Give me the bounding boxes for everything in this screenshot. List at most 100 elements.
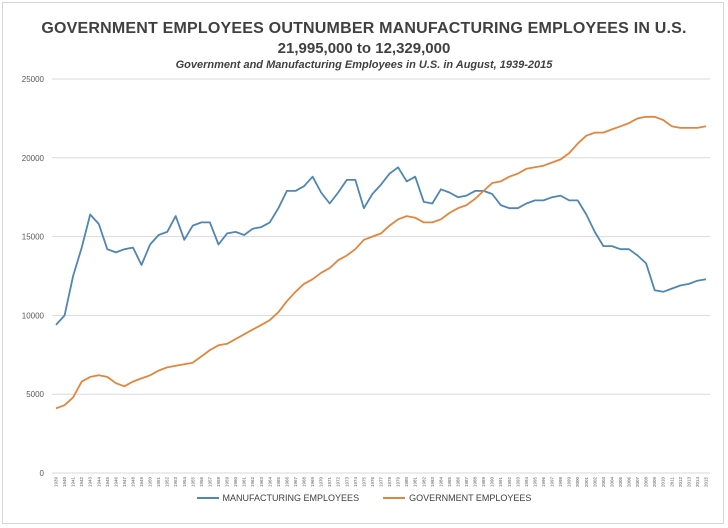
x-tick-label: 2003 — [601, 477, 606, 488]
series-line-manufacturing — [55, 166, 707, 326]
x-tick-label: 1979 — [396, 477, 401, 488]
x-tick-label: 2007 — [635, 477, 640, 488]
y-tick-label: 20000 — [22, 154, 45, 163]
x-tick-label: 1947 — [122, 477, 127, 488]
legend-item-government: GOVERNMENT EMPLOYEES — [383, 493, 531, 503]
x-tick-label: 2006 — [627, 477, 632, 488]
x-tick-label: 1950 — [148, 477, 153, 488]
x-tick-label: 1983 — [430, 477, 435, 488]
x-tick-label: 1978 — [387, 477, 392, 488]
legend-label-government: GOVERNMENT EMPLOYEES — [409, 493, 532, 503]
x-tick-label: 1958 — [216, 477, 221, 488]
x-tick-label: 1992 — [507, 477, 512, 488]
x-tick-label: 1997 — [550, 477, 555, 488]
x-tick-label: 1960 — [233, 477, 238, 488]
x-tick-label: 1952 — [165, 477, 170, 488]
x-tick-label: 1961 — [242, 477, 247, 488]
x-tick-label: 1969 — [310, 477, 315, 488]
x-tick-label: 1995 — [532, 477, 537, 488]
x-tick-label: 1988 — [473, 477, 478, 488]
x-tick-label: 1946 — [113, 477, 118, 488]
y-tick-label: 0 — [40, 469, 45, 478]
x-axis-ticks: 1939 1940 1941 1942 1943 1944 1945 1946 1947 1948… — [54, 477, 709, 488]
x-tick-label: 1941 — [71, 477, 76, 488]
x-tick-label: 2005 — [618, 477, 623, 488]
x-tick-label: 1985 — [447, 477, 452, 488]
x-tick-label: 1999 — [567, 477, 572, 488]
x-tick-label: 1967 — [293, 477, 298, 488]
legend-swatch-government — [383, 497, 406, 499]
y-tick-label: 25000 — [22, 75, 45, 84]
y-tick-label: 10000 — [22, 311, 45, 320]
x-tick-label: 1976 — [370, 477, 375, 488]
x-tick-label: 1982 — [421, 477, 426, 488]
x-tick-label: 2010 — [661, 477, 666, 488]
x-tick-label: 1963 — [259, 477, 264, 488]
chart-subtitle: 21,995,000 to 12,329,000 — [277, 40, 451, 57]
x-tick-label: 1955 — [190, 477, 195, 488]
series-lines — [55, 115, 707, 410]
x-tick-label: 1940 — [62, 477, 67, 488]
x-tick-label: 1971 — [327, 477, 332, 488]
x-tick-label: 2000 — [575, 477, 580, 488]
x-tick-label: 1984 — [438, 477, 443, 488]
x-tick-label: 1953 — [173, 477, 178, 488]
x-tick-label: 1972 — [336, 477, 341, 488]
legend-label-manufacturing: MANUFACTURING EMPLOYEES — [222, 493, 360, 503]
x-tick-label: 2012 — [678, 477, 683, 488]
legend-item-manufacturing: MANUFACTURING EMPLOYEES — [196, 493, 360, 503]
series-line-government — [55, 115, 707, 410]
x-tick-label: 2004 — [609, 477, 614, 488]
x-tick-label: 1975 — [361, 477, 366, 488]
x-tick-label: 1987 — [464, 477, 469, 488]
x-tick-label: 1981 — [413, 477, 418, 488]
x-tick-label: 1980 — [404, 477, 409, 488]
x-tick-label: 1968 — [302, 477, 307, 488]
x-tick-label: 1974 — [353, 477, 358, 488]
x-tick-label: 1959 — [225, 477, 230, 488]
x-tick-label: 1973 — [344, 477, 349, 488]
x-tick-label: 1991 — [498, 477, 503, 488]
chart-caption: Government and Manufacturing Employees i… — [175, 59, 553, 71]
x-tick-label: 1951 — [156, 477, 161, 488]
x-tick-label: 1994 — [524, 477, 529, 488]
x-tick-label: 2013 — [686, 477, 691, 488]
x-tick-label: 1939 — [54, 477, 59, 488]
x-tick-label: 2011 — [669, 477, 674, 487]
x-tick-label: 1956 — [199, 477, 204, 488]
x-tick-label: 1970 — [319, 477, 324, 488]
x-tick-label: 1954 — [182, 477, 187, 488]
x-tick-label: 2001 — [584, 477, 589, 488]
x-tick-label: 1989 — [481, 477, 486, 488]
x-tick-label: 1996 — [541, 477, 546, 488]
x-tick-label: 1998 — [558, 477, 563, 488]
legend: MANUFACTURING EMPLOYEES GOVERNMENT EMPLO… — [0, 493, 728, 503]
y-tick-label: 15000 — [22, 233, 45, 242]
x-tick-label: 1990 — [490, 477, 495, 488]
legend-swatch-manufacturing — [196, 497, 219, 499]
x-tick-label: 1965 — [276, 477, 281, 488]
x-tick-label: 1986 — [455, 477, 460, 488]
x-tick-label: 2008 — [644, 477, 649, 488]
x-tick-label: 2014 — [695, 477, 700, 488]
x-tick-label: 1966 — [284, 477, 289, 488]
y-axis-ticks: 0 5000 10000 15000 20000 25000 — [22, 75, 45, 478]
x-tick-label: 2009 — [652, 477, 657, 488]
x-tick-label: 1962 — [250, 477, 255, 488]
x-tick-label: 1945 — [105, 477, 110, 488]
x-tick-label: 1944 — [96, 477, 101, 488]
x-tick-label: 1948 — [130, 477, 135, 488]
x-tick-label: 1949 — [139, 477, 144, 488]
x-tick-label: 1957 — [207, 477, 212, 488]
x-tick-label: 2002 — [592, 477, 597, 488]
y-tick-label: 5000 — [26, 390, 44, 399]
x-tick-label: 1993 — [515, 477, 520, 488]
chart-title: GOVERNMENT EMPLOYEES OUTNUMBER MANUFACTU… — [41, 20, 687, 37]
x-tick-label: 1942 — [79, 477, 84, 488]
x-tick-label: 2015 — [704, 477, 709, 488]
x-tick-label: 1943 — [88, 477, 93, 488]
x-tick-label: 1964 — [267, 477, 272, 488]
x-tick-label: 1977 — [379, 477, 384, 488]
